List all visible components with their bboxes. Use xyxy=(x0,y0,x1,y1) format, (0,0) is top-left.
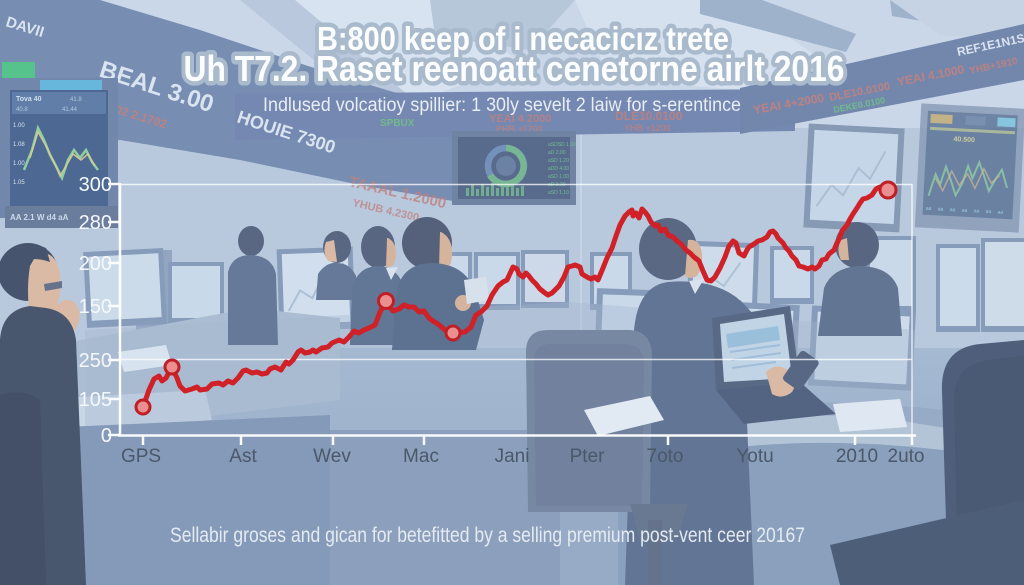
svg-text:AA 2.1 W d4 aA: AA 2.1 W d4 aA xyxy=(10,213,69,222)
svg-text:aSD 1.00: aSD 1.00 xyxy=(548,174,569,180)
svg-text:Jani: Jani xyxy=(495,446,530,467)
svg-text:150: 150 xyxy=(79,296,112,318)
svg-text:B:800 keep of i necacicız tret: B:800 keep of i necacicız trete xyxy=(317,20,729,57)
svg-text:aSD 1.10: aSD 1.10 xyxy=(548,190,569,196)
svg-text:DLE10.0100: DLE10.0100 xyxy=(615,109,683,123)
svg-text:aSD 1.20: aSD 1.20 xyxy=(548,158,569,164)
svg-text:aSDSD 1.00: aSDSD 1.00 xyxy=(548,142,576,148)
svg-text:2010: 2010 xyxy=(836,446,878,467)
svg-text:aa: aa xyxy=(974,208,980,214)
svg-text:YEAI 4 2000: YEAI 4 2000 xyxy=(489,113,551,125)
svg-text:250: 250 xyxy=(79,350,112,372)
svg-text:Ast: Ast xyxy=(229,446,257,467)
svg-text:aa: aa xyxy=(926,206,932,212)
svg-text:40.8: 40.8 xyxy=(16,107,28,113)
svg-text:GPS: GPS xyxy=(121,446,161,467)
svg-text:41.44: 41.44 xyxy=(62,107,78,113)
svg-text:aa: aa xyxy=(986,209,992,215)
svg-text:aDD 4.00: aDD 4.00 xyxy=(548,166,569,172)
svg-text:aD 2.00: aD 2.00 xyxy=(548,150,566,156)
svg-text:0: 0 xyxy=(101,425,112,447)
svg-text:280: 280 xyxy=(79,212,112,234)
svg-text:YHB +1200: YHB +1200 xyxy=(624,123,671,133)
svg-text:Yotu: Yotu xyxy=(736,446,773,467)
svg-text:Sellabir groses and gican for: Sellabir groses and gican for betefitted… xyxy=(170,524,805,547)
svg-text:300: 300 xyxy=(79,174,112,196)
svg-text:Uh T7.2. Raset reenoatt ceneto: Uh T7.2. Raset reenoatt cenetorne airlt … xyxy=(184,48,845,89)
svg-text:aa: aa xyxy=(962,208,968,214)
svg-text:Pter: Pter xyxy=(570,446,606,467)
svg-text:PHB +1200: PHB +1200 xyxy=(496,124,543,134)
svg-text:SPBUX: SPBUX xyxy=(380,118,415,129)
svg-text:200: 200 xyxy=(79,253,112,275)
svg-text:aa: aa xyxy=(938,206,944,212)
svg-text:1.05: 1.05 xyxy=(13,180,25,186)
svg-text:2uto: 2uto xyxy=(888,446,925,467)
svg-text:Wev: Wev xyxy=(313,446,351,467)
svg-text:aa: aa xyxy=(950,207,956,213)
svg-text:7oto: 7oto xyxy=(647,446,684,467)
svg-text:105: 105 xyxy=(79,389,112,411)
svg-text:40.500: 40.500 xyxy=(953,136,975,144)
svg-text:1.00: 1.00 xyxy=(13,161,25,167)
svg-text:41.8: 41.8 xyxy=(70,97,82,103)
svg-text:Mac: Mac xyxy=(403,446,439,467)
svg-text:aa: aa xyxy=(998,210,1004,216)
svg-text:Tova 40: Tova 40 xyxy=(16,96,42,103)
svg-text:Indlused volcatioy spillier: 1: Indlused volcatioy spillier: 1 30ly seve… xyxy=(263,95,741,116)
svg-text:1.08: 1.08 xyxy=(13,142,25,148)
svg-text:1.00: 1.00 xyxy=(13,123,25,129)
